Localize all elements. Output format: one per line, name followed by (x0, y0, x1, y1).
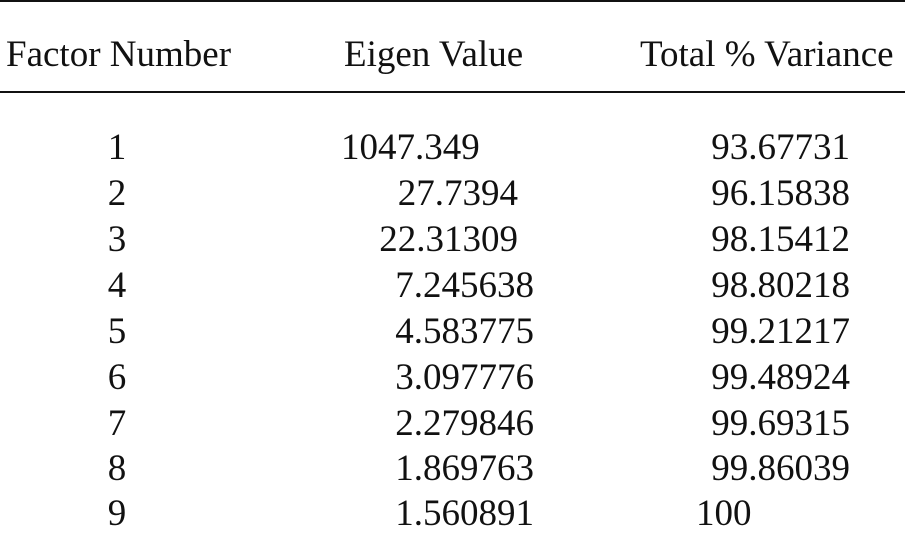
table-row: 2 27.7394 96.15838 (0, 171, 905, 217)
factor-number-cell: 2 (107, 173, 127, 214)
variance-cell: 93.67731 (711, 127, 850, 168)
table-row: 6 3.097776 99.48924 (0, 355, 905, 401)
variance-cell: 98.15412 (711, 219, 850, 260)
header-total-variance: Total % Variance (640, 34, 894, 75)
factor-number-cell: 1 (107, 127, 127, 168)
eigen-value-cell: 1047.349 (341, 127, 480, 168)
variance-cell: 99.86039 (711, 448, 850, 489)
eigen-value-cell: 1.560891 (395, 493, 534, 534)
eigen-value-cell: 4.583775 (395, 311, 534, 352)
variance-cell: 98.80218 (711, 265, 850, 306)
variance-cell: 99.48924 (711, 357, 850, 398)
table-row: 1 1047.349 93.67731 (0, 125, 905, 171)
factor-number-cell: 4 (107, 265, 127, 306)
header-rule (0, 91, 905, 93)
eigen-value-cell: 22.31309 (379, 219, 518, 260)
variance-cell: 100 (696, 493, 752, 534)
eigen-value-cell: 2.279846 (395, 403, 534, 444)
header-eigen-value: Eigen Value (344, 34, 524, 75)
table-row: 4 7.245638 98.80218 (0, 263, 905, 309)
variance-cell: 99.21217 (711, 311, 850, 352)
factor-number-cell: 5 (107, 311, 127, 352)
top-rule (0, 0, 905, 2)
table-row: 3 22.31309 98.15412 (0, 217, 905, 263)
factor-number-cell: 7 (107, 403, 127, 444)
table-row: 7 2.279846 99.69315 (0, 401, 905, 447)
header-factor-number: Factor Number (6, 34, 232, 75)
variance-cell: 99.69315 (711, 403, 850, 444)
eigen-value-cell: 27.7394 (397, 173, 518, 214)
table-row: 5 4.583775 99.21217 (0, 309, 905, 355)
eigen-value-cell: 7.245638 (395, 265, 534, 306)
factor-number-cell: 3 (107, 219, 127, 260)
table-row: 9 1.560891 100 (0, 491, 905, 537)
factor-number-cell: 6 (107, 357, 127, 398)
table-row: 8 1.869763 99.86039 (0, 446, 905, 492)
variance-cell: 96.15838 (711, 173, 850, 214)
factor-number-cell: 9 (107, 493, 127, 534)
eigen-value-cell: 3.097776 (395, 357, 534, 398)
eigen-value-cell: 1.869763 (395, 448, 534, 489)
factor-number-cell: 8 (107, 448, 127, 489)
